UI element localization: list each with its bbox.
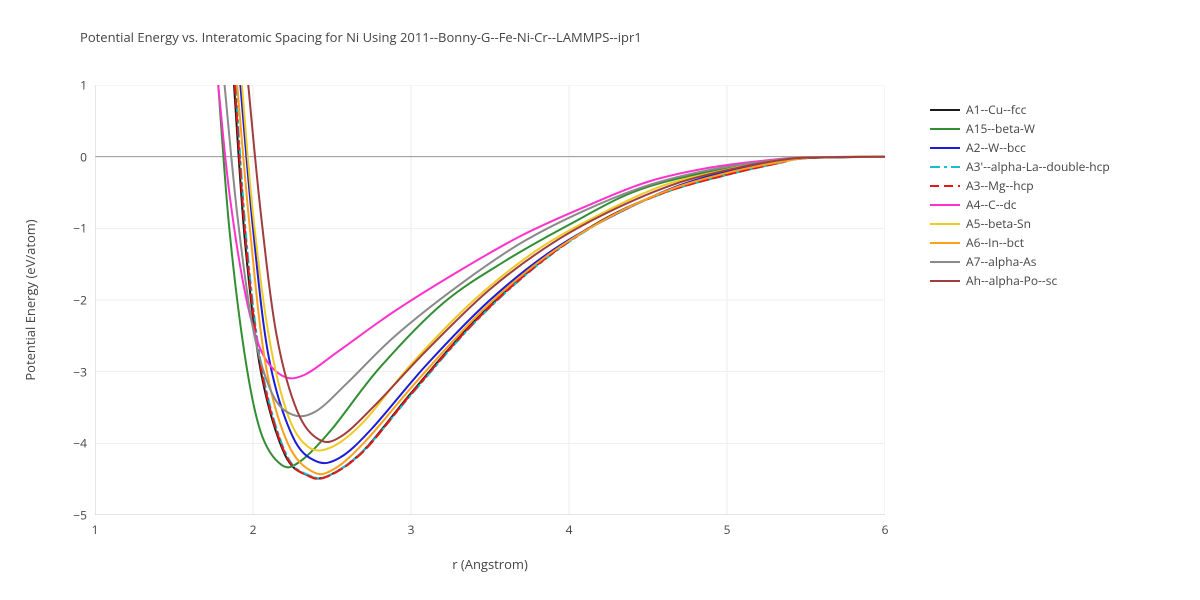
x-tick: 5 <box>724 521 731 538</box>
x-tick: 2 <box>250 521 257 538</box>
y-axis-label: Potential Energy (eV/atom) <box>21 219 39 380</box>
legend-swatch <box>930 199 960 211</box>
legend-swatch <box>930 218 960 230</box>
legend-label: A7--alpha-As <box>966 253 1036 270</box>
legend-swatch <box>930 161 960 173</box>
legend-item[interactable]: A2--W--bcc <box>930 138 1110 157</box>
series-lines <box>218 85 885 479</box>
x-tick: 6 <box>882 521 889 538</box>
chart-title: Potential Energy vs. Interatomic Spacing… <box>80 28 642 46</box>
legend: A1--Cu--fcc A15--beta-W A2--W--bcc A3'--alp… <box>930 100 1110 290</box>
chart-container: Potential Energy vs. Interatomic Spacing… <box>0 0 1200 600</box>
y-tick: −4 <box>73 435 87 452</box>
series-line[interactable] <box>235 85 885 479</box>
legend-item[interactable]: A3'--alpha-La--double-hcp <box>930 157 1110 176</box>
legend-item[interactable]: A5--beta-Sn <box>930 214 1110 233</box>
y-tick: 1 <box>80 77 87 94</box>
y-tick: −3 <box>73 363 87 380</box>
legend-swatch <box>930 142 960 154</box>
series-line[interactable] <box>242 85 885 451</box>
x-axis-label: r (Angstrom) <box>452 555 528 573</box>
y-tick: −1 <box>73 220 87 237</box>
legend-item[interactable]: A3--Mg--hcp <box>930 176 1110 195</box>
legend-item[interactable]: A6--In--bct <box>930 233 1110 252</box>
series-line[interactable] <box>240 85 885 463</box>
x-tick: 4 <box>566 521 573 538</box>
legend-item[interactable]: A1--Cu--fcc <box>930 100 1110 119</box>
legend-swatch <box>930 180 960 192</box>
legend-item[interactable]: A15--beta-W <box>930 119 1110 138</box>
series-line[interactable] <box>236 85 885 478</box>
legend-label: A15--beta-W <box>966 120 1035 137</box>
legend-item[interactable]: A7--alpha-As <box>930 252 1110 271</box>
y-tick: −2 <box>73 292 87 309</box>
legend-label: A3--Mg--hcp <box>966 177 1034 194</box>
legend-label: Ah--alpha-Po--sc <box>966 272 1057 289</box>
legend-label: A2--W--bcc <box>966 139 1026 156</box>
legend-label: A1--Cu--fcc <box>966 101 1026 118</box>
legend-swatch <box>930 256 960 268</box>
x-tick: 3 <box>408 521 415 538</box>
legend-swatch <box>930 123 960 135</box>
series-line[interactable] <box>234 85 885 478</box>
y-tick: −5 <box>73 507 87 524</box>
legend-label: A5--beta-Sn <box>966 215 1031 232</box>
legend-item[interactable]: Ah--alpha-Po--sc <box>930 271 1110 290</box>
plot-area[interactable] <box>95 85 885 515</box>
legend-label: A3'--alpha-La--double-hcp <box>966 158 1110 175</box>
series-line[interactable] <box>218 85 885 378</box>
legend-item[interactable]: A4--C--dc <box>930 195 1110 214</box>
legend-swatch <box>930 104 960 116</box>
y-tick: 0 <box>80 148 87 165</box>
legend-swatch <box>930 275 960 287</box>
legend-label: A6--In--bct <box>966 234 1024 251</box>
x-tick: 1 <box>92 521 99 538</box>
series-line[interactable] <box>237 85 885 474</box>
legend-swatch <box>930 237 960 249</box>
legend-label: A4--C--dc <box>966 196 1017 213</box>
series-line[interactable] <box>248 85 885 442</box>
